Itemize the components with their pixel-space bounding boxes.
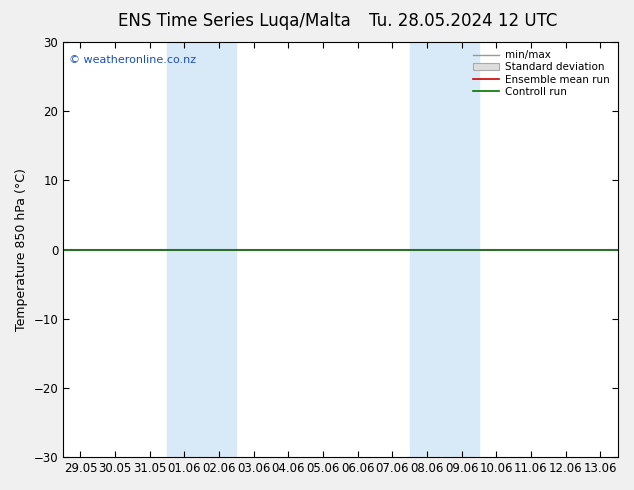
Text: Tu. 28.05.2024 12 UTC: Tu. 28.05.2024 12 UTC (368, 12, 557, 30)
Text: © weatheronline.co.nz: © weatheronline.co.nz (68, 54, 196, 65)
Legend: min/max, Standard deviation, Ensemble mean run, Controll run: min/max, Standard deviation, Ensemble me… (470, 47, 612, 100)
Text: ENS Time Series Luqa/Malta: ENS Time Series Luqa/Malta (118, 12, 351, 30)
Bar (410, 42, 479, 457)
Y-axis label: Temperature 850 hPa (°C): Temperature 850 hPa (°C) (15, 168, 28, 331)
Bar (167, 42, 236, 457)
